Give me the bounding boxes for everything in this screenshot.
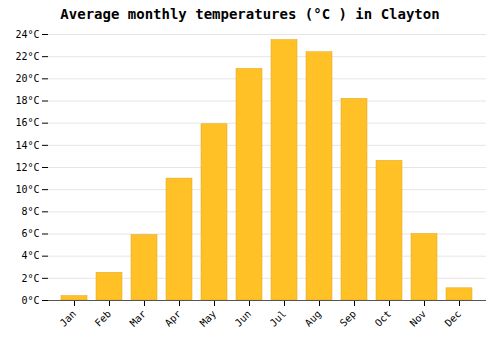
svg-text:22°C: 22°C bbox=[15, 51, 39, 62]
svg-text:Mar: Mar bbox=[128, 308, 149, 329]
svg-text:2°C: 2°C bbox=[21, 273, 39, 284]
svg-text:Aug: Aug bbox=[303, 308, 324, 329]
svg-text:4°C: 4°C bbox=[21, 250, 39, 261]
svg-text:Apr: Apr bbox=[163, 308, 184, 329]
svg-text:Sep: Sep bbox=[338, 308, 359, 329]
svg-text:Jul: Jul bbox=[268, 308, 289, 329]
svg-text:24°C: 24°C bbox=[15, 29, 39, 40]
svg-text:Jan: Jan bbox=[58, 308, 79, 329]
svg-text:Nov: Nov bbox=[408, 308, 429, 329]
svg-text:0°C: 0°C bbox=[21, 295, 39, 306]
svg-text:6°C: 6°C bbox=[21, 228, 39, 239]
svg-text:18°C: 18°C bbox=[15, 95, 39, 106]
svg-text:14°C: 14°C bbox=[15, 140, 39, 151]
svg-text:8°C: 8°C bbox=[21, 206, 39, 217]
svg-text:12°C: 12°C bbox=[15, 162, 39, 173]
svg-text:10°C: 10°C bbox=[15, 184, 39, 195]
svg-text:Feb: Feb bbox=[93, 308, 114, 329]
svg-text:Oct: Oct bbox=[373, 308, 394, 329]
svg-text:16°C: 16°C bbox=[15, 117, 39, 128]
svg-text:Jun: Jun bbox=[233, 308, 254, 329]
html-text:Average monthly temperatures (: Average monthly temperatures (°C ) in Cl… bbox=[60, 6, 440, 22]
svg-text:20°C: 20°C bbox=[15, 73, 39, 84]
svg-text:Dec: Dec bbox=[443, 308, 464, 329]
svg-text:May: May bbox=[198, 308, 219, 329]
